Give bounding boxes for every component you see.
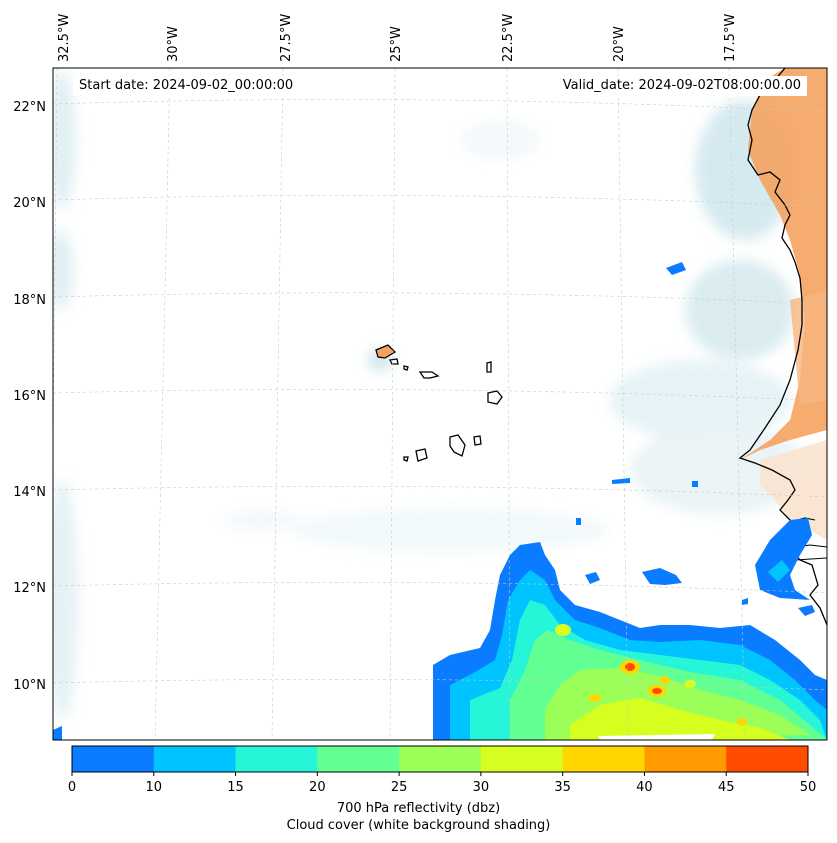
start-date-label: Start date: 2024-09-02_00:00:00	[73, 76, 300, 96]
colorbar-tick-label: 0	[68, 780, 76, 795]
colorbar-segment	[235, 746, 318, 772]
lat-label-2: 20°N	[13, 196, 46, 211]
reflectivity-field	[53, 262, 827, 740]
colorbar-tick-label: 20	[309, 780, 326, 795]
lat-label-3: 18°N	[13, 293, 46, 308]
colorbar-segment	[317, 746, 400, 772]
lat-label-4: 16°N	[13, 389, 46, 404]
colorbar-frame	[71, 745, 809, 773]
colorbar-segment	[153, 746, 237, 772]
colorbar-tick-label: 35	[554, 780, 571, 795]
land-west-africa	[740, 68, 827, 540]
lon-label-5: 22.5°W	[501, 14, 516, 62]
lat-label-1: 22°N	[13, 100, 46, 115]
lat-label-6: 12°N	[13, 581, 46, 596]
colorbar-tick-label: 50	[800, 780, 817, 795]
colorbar-ticks: 0 10 15 20 25 30 35 40 45 50	[68, 772, 816, 795]
lat-label-5: 14°N	[13, 485, 46, 500]
colorbar-tick-label: 25	[391, 780, 408, 795]
map-frame	[52, 67, 828, 741]
colorbar-label-reflectivity: 700 hPa reflectivity (dbz)	[336, 801, 501, 816]
colorbar-segment	[480, 746, 564, 772]
colorbar-label-cloud-cover: Cloud cover (white background shading)	[286, 818, 551, 833]
cabo-verde-islands	[375, 344, 503, 462]
lon-label-1: 32.5°W	[57, 14, 72, 62]
longitude-labels: 32.5°W 30°W 27.5°W 25°W 22.5°W 20°W 17.5…	[57, 14, 738, 62]
lon-label-4: 25°W	[389, 26, 404, 62]
lon-label-3: 27.5°W	[279, 14, 294, 62]
colorbar-tick-label: 10	[146, 780, 163, 795]
lon-label-7: 17.5°W	[723, 14, 738, 62]
colorbar-tick-label: 15	[227, 780, 244, 795]
colorbar-tick-label: 45	[718, 780, 735, 795]
colorbar-tick-label: 30	[473, 780, 490, 795]
colorbar-tick-label: 40	[636, 780, 653, 795]
colorbar-segment	[72, 746, 155, 772]
lon-label-6: 20°W	[612, 26, 627, 62]
colorbar-segment	[399, 746, 482, 772]
lon-label-2: 30°W	[166, 26, 181, 62]
colorbar-segment	[562, 746, 645, 772]
colorbar-segment	[726, 746, 809, 772]
valid-date-label: Valid_date: 2024-09-02T08:00:00.00	[556, 76, 807, 96]
colorbar-segment	[644, 746, 727, 772]
lat-label-7: 10°N	[13, 678, 46, 693]
colorbar	[71, 745, 809, 773]
latitude-labels: 22°N 20°N 18°N 16°N 14°N 12°N 10°N	[13, 100, 46, 693]
